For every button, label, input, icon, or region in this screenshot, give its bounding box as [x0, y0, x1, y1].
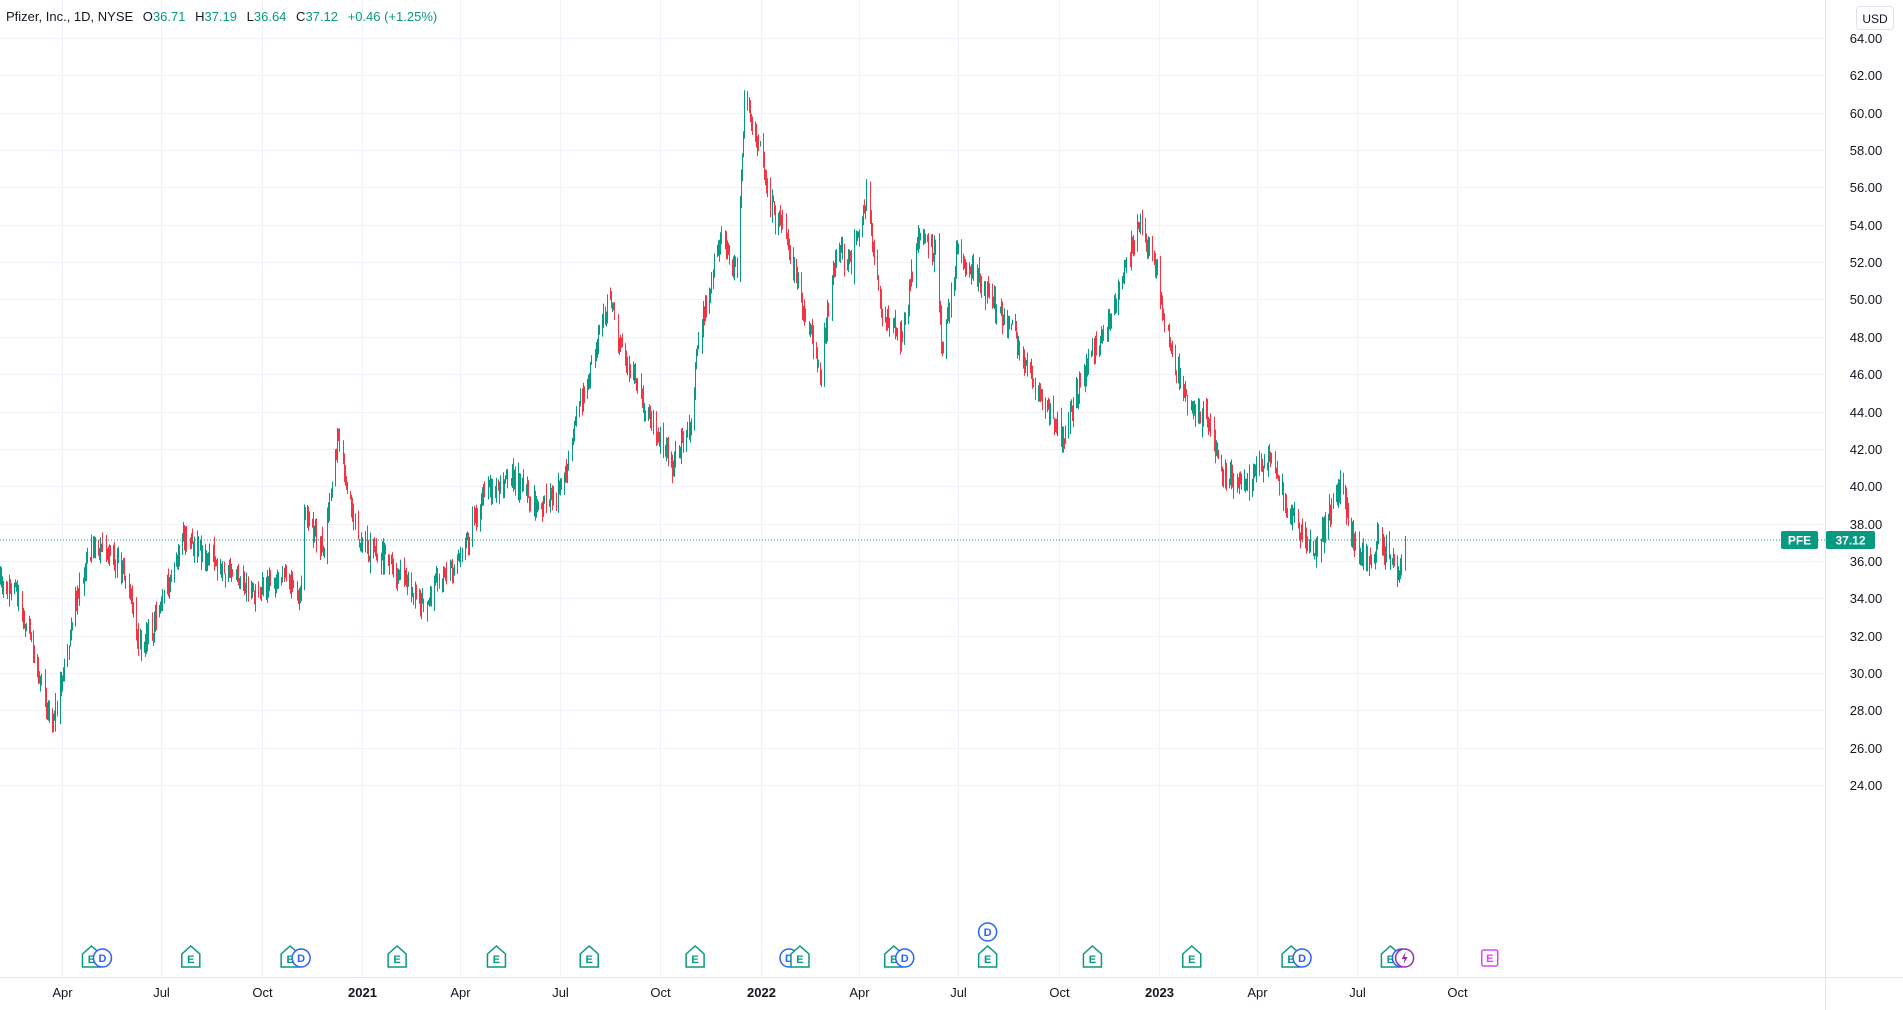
earnings-marker[interactable]: E — [1082, 944, 1103, 968]
time-tick-label: Jul — [950, 985, 967, 1000]
time-tick-label: Oct — [650, 985, 671, 1000]
earnings-marker[interactable]: E — [181, 944, 201, 968]
price-tick-label: 48.00 — [1850, 330, 1883, 345]
svg-text:E: E — [796, 954, 803, 966]
dividend-marker[interactable]: D — [977, 922, 998, 942]
legend-high-value: 37.19 — [204, 9, 238, 24]
svg-text:E: E — [393, 954, 400, 966]
legend-open-value: 36.71 — [152, 9, 186, 24]
svg-text:E: E — [984, 954, 991, 966]
earnings-marker[interactable]: E — [387, 944, 407, 968]
svg-text:E: E — [286, 954, 293, 966]
time-axis[interactable]: Apr Jul Oct 2021 Apr Jul Oct 2022 Apr Jul Oct 2023 A… — [52, 985, 1468, 1000]
dividend-marker[interactable]: D — [92, 948, 113, 968]
price-tick-label: 42.00 — [1850, 442, 1883, 457]
legend-title: Pfizer, Inc., 1D, NYSE — [6, 9, 134, 24]
price-axis[interactable]: 64.00 62.00 60.00 58.00 56.00 54.00 52.00 50.00… — [1850, 31, 1883, 793]
earnings-marker[interactable]: E — [486, 944, 507, 968]
currency-button[interactable]: USD — [1856, 6, 1894, 30]
price-tag: PFE 37.12 — [1781, 530, 1875, 549]
svg-text:D: D — [1298, 953, 1306, 965]
price-tick-label: 36.00 — [1850, 554, 1883, 569]
chart-legend: Pfizer, Inc., 1D, NYSE O36.71 H37.19 L36… — [6, 9, 443, 24]
price-tick-label: 24.00 — [1850, 778, 1883, 793]
price-tick-label: 64.00 — [1850, 31, 1883, 46]
svg-text:D: D — [785, 953, 793, 965]
legend-change: +0.46 (+1.25%) — [347, 9, 438, 24]
svg-text:E: E — [1287, 954, 1294, 966]
price-tick-label: 26.00 — [1850, 741, 1883, 756]
split-marker[interactable] — [1394, 948, 1415, 968]
svg-text:E: E — [1387, 954, 1394, 966]
svg-text:E: E — [890, 954, 897, 966]
chart-grid — [0, 0, 1825, 977]
dividend-marker[interactable]: D — [895, 948, 915, 968]
time-tick-label: Oct — [252, 985, 273, 1000]
price-tick-label: 54.00 — [1850, 218, 1883, 233]
price-tick-label: 44.00 — [1850, 405, 1883, 420]
svg-text:D: D — [984, 927, 992, 939]
svg-text:E: E — [1486, 953, 1493, 965]
price-tick-label: 62.00 — [1850, 68, 1883, 83]
time-tick-label: Jul — [153, 985, 170, 1000]
price-tick-label: 30.00 — [1850, 666, 1883, 681]
time-tick-label: 2021 — [348, 985, 377, 1000]
time-tick-label: Apr — [1247, 985, 1268, 1000]
price-tick-label: 28.00 — [1850, 703, 1883, 718]
time-tick-label: 2023 — [1145, 985, 1174, 1000]
earnings-marker[interactable]: E — [790, 944, 810, 968]
svg-text:E: E — [691, 954, 698, 966]
price-tag-bg — [1826, 530, 1875, 549]
svg-text:E: E — [1089, 954, 1096, 966]
legend-close-label: C — [296, 9, 306, 24]
price-tick-label: 60.00 — [1850, 106, 1883, 121]
time-tick-label: Apr — [450, 985, 471, 1000]
time-tick-label: Apr — [52, 985, 73, 1000]
price-tick-label: 34.00 — [1850, 591, 1883, 606]
svg-text:E: E — [187, 954, 194, 966]
price-tick-label: 50.00 — [1850, 292, 1883, 307]
svg-text:E: E — [1188, 954, 1195, 966]
time-tick-label: Jul — [552, 985, 569, 1000]
time-tick-label: Jul — [1349, 985, 1366, 1000]
time-tick-label: Oct — [1049, 985, 1070, 1000]
event-markers: EDEEDEEEEDEEDEDEEEDEDE — [81, 922, 1499, 968]
earnings-marker[interactable]: E — [579, 944, 599, 968]
price-tick-label: 40.00 — [1850, 479, 1883, 494]
future-earnings-marker[interactable]: E — [1480, 949, 1499, 967]
legend-low-label: L — [246, 9, 254, 24]
svg-text:D: D — [98, 953, 106, 965]
dividend-marker[interactable]: D — [1292, 948, 1312, 968]
legend-high-label: H — [195, 9, 205, 24]
dividend-marker[interactable]: D — [291, 948, 311, 968]
price-tick-label: 58.00 — [1850, 143, 1883, 158]
svg-text:E: E — [493, 954, 500, 966]
symbol-tag-bg — [1781, 530, 1818, 549]
svg-text:E: E — [88, 954, 95, 966]
candlestick-series — [0, 90, 1406, 733]
price-tick-label: 32.00 — [1850, 629, 1883, 644]
svg-text:E: E — [586, 954, 593, 966]
price-tick-label: 52.00 — [1850, 255, 1883, 270]
price-tick-label: 46.00 — [1850, 367, 1883, 382]
legend-close-value: 37.12 — [305, 9, 338, 24]
svg-text:D: D — [901, 953, 909, 965]
time-tick-label: Oct — [1447, 985, 1468, 1000]
time-tick-label: Apr — [849, 985, 870, 1000]
earnings-marker[interactable]: E — [977, 944, 998, 968]
legend-open-label: O — [142, 9, 153, 24]
symbol-tag-text: PFE — [1788, 533, 1811, 547]
svg-text:D: D — [297, 953, 305, 965]
legend-low-value: 36.64 — [253, 9, 287, 24]
earnings-marker[interactable]: E — [1182, 944, 1202, 968]
price-tag-text: 37.12 — [1835, 533, 1865, 547]
time-tick-label: 2022 — [747, 985, 776, 1000]
earnings-marker[interactable]: E — [685, 944, 705, 968]
price-tick-label: 56.00 — [1850, 180, 1883, 195]
price-tick-label: 38.00 — [1850, 517, 1883, 532]
